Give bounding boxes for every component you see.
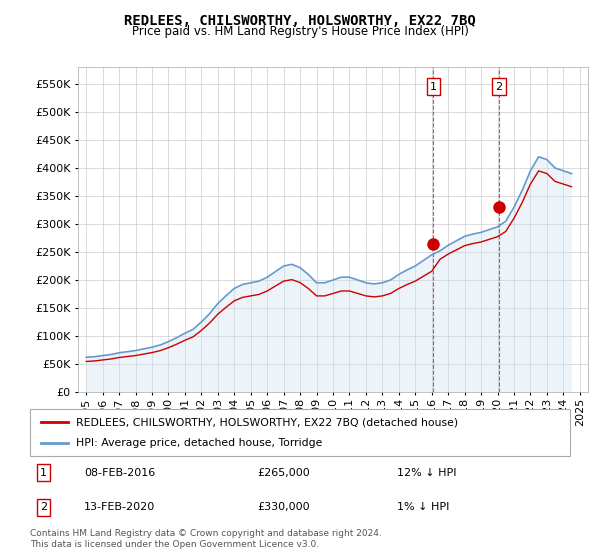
Text: 12% ↓ HPI: 12% ↓ HPI <box>397 468 457 478</box>
Text: REDLEES, CHILSWORTHY, HOLSWORTHY, EX22 7BQ: REDLEES, CHILSWORTHY, HOLSWORTHY, EX22 7… <box>124 14 476 28</box>
Text: 1: 1 <box>40 468 47 478</box>
Text: 08-FEB-2016: 08-FEB-2016 <box>84 468 155 478</box>
Text: Price paid vs. HM Land Registry's House Price Index (HPI): Price paid vs. HM Land Registry's House … <box>131 25 469 38</box>
Text: 2: 2 <box>496 82 503 92</box>
Text: £330,000: £330,000 <box>257 502 310 512</box>
FancyBboxPatch shape <box>30 409 570 456</box>
Text: Contains HM Land Registry data © Crown copyright and database right 2024.
This d: Contains HM Land Registry data © Crown c… <box>30 529 382 549</box>
Text: £265,000: £265,000 <box>257 468 310 478</box>
Text: 1: 1 <box>430 82 437 92</box>
Text: 1% ↓ HPI: 1% ↓ HPI <box>397 502 449 512</box>
Text: 13-FEB-2020: 13-FEB-2020 <box>84 502 155 512</box>
Text: HPI: Average price, detached house, Torridge: HPI: Average price, detached house, Torr… <box>76 438 322 448</box>
Text: REDLEES, CHILSWORTHY, HOLSWORTHY, EX22 7BQ (detached house): REDLEES, CHILSWORTHY, HOLSWORTHY, EX22 7… <box>76 417 458 427</box>
Text: 2: 2 <box>40 502 47 512</box>
